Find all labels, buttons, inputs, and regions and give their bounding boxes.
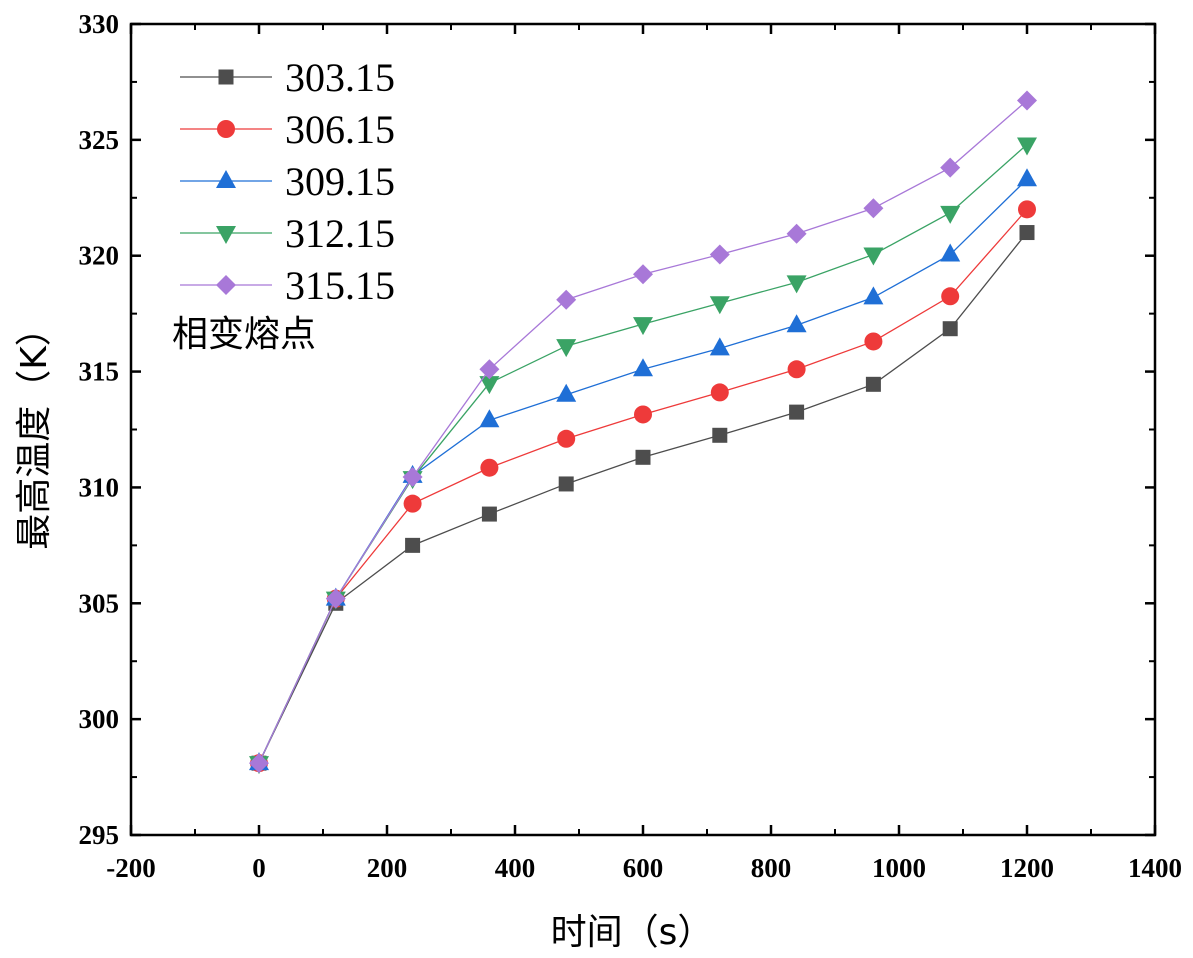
series-layer bbox=[249, 90, 1037, 775]
x-tick-label: 200 bbox=[367, 853, 408, 883]
legend-item-306.15: 306.15 bbox=[180, 107, 395, 152]
data-point-309.15 bbox=[709, 337, 730, 356]
data-point-312.15 bbox=[1017, 137, 1037, 156]
data-point-315.15 bbox=[633, 264, 653, 285]
axis-ticks: -200 0 200 400 600 800 1000 1200 1400 295 300 305 31… bbox=[79, 9, 1183, 883]
data-point-315.15 bbox=[325, 588, 346, 609]
data-point-312.15 bbox=[709, 296, 730, 315]
data-point-315.15 bbox=[402, 467, 423, 488]
data-point-303.15 bbox=[558, 476, 574, 492]
data-point-315.15 bbox=[786, 223, 807, 244]
x-tick-label: 600 bbox=[623, 853, 664, 883]
data-point-303.15 bbox=[1019, 225, 1035, 241]
legend-label: 312.15 bbox=[285, 211, 395, 256]
data-point-303.15 bbox=[481, 506, 497, 522]
x-tick-label: 400 bbox=[495, 853, 536, 883]
legend-marker bbox=[216, 170, 236, 188]
legend-label: 306.15 bbox=[285, 107, 395, 152]
x-axis-title: 时间（s） bbox=[551, 912, 714, 953]
data-point-303.15 bbox=[789, 404, 805, 420]
data-point-315.15 bbox=[863, 198, 884, 219]
data-point-306.15 bbox=[557, 429, 576, 448]
data-point-312.15 bbox=[940, 205, 961, 224]
series-line-303.15 bbox=[258, 232, 1028, 764]
legend-item-315.15: 315.15 bbox=[180, 263, 395, 308]
data-point-312.15 bbox=[863, 247, 884, 266]
data-point-306.15 bbox=[634, 405, 652, 424]
y-tick-label: 310 bbox=[79, 472, 120, 502]
data-point-303.15 bbox=[635, 449, 651, 465]
y-tick-label: 315 bbox=[79, 357, 120, 387]
data-point-309.15 bbox=[786, 314, 807, 333]
data-point-315.15 bbox=[940, 157, 961, 178]
legend-item-309.15: 309.15 bbox=[180, 159, 395, 204]
legend-marker bbox=[218, 69, 234, 85]
x-tick-label: 0 bbox=[252, 853, 266, 883]
data-point-306.15 bbox=[941, 287, 960, 306]
data-point-312.15 bbox=[479, 376, 500, 395]
data-point-312.15 bbox=[556, 339, 577, 358]
data-point-312.15 bbox=[786, 275, 807, 294]
y-axis-title: 最高温度（K） bbox=[14, 310, 55, 550]
legend: 303.15 306.15 309.15 312.15 315.15 相变熔点 bbox=[172, 55, 395, 355]
legend-item-303.15: 303.15 bbox=[180, 55, 395, 100]
data-point-315.15 bbox=[479, 359, 500, 380]
y-tick-label: 295 bbox=[79, 820, 120, 850]
series-315.15 bbox=[249, 90, 1037, 774]
legend-label: 303.15 bbox=[285, 55, 395, 100]
legend-title: 相变熔点 bbox=[172, 314, 316, 355]
legend-label: 315.15 bbox=[285, 263, 395, 308]
data-point-306.15 bbox=[864, 332, 883, 351]
data-point-303.15 bbox=[865, 376, 881, 392]
data-point-315.15 bbox=[556, 289, 577, 310]
y-tick-label: 325 bbox=[79, 125, 120, 155]
data-point-315.15 bbox=[709, 244, 730, 265]
x-tick-label: -200 bbox=[106, 853, 156, 883]
data-point-309.15 bbox=[863, 286, 884, 305]
data-point-309.15 bbox=[556, 383, 577, 402]
data-point-309.15 bbox=[633, 358, 653, 377]
x-tick-label: 1000 bbox=[872, 853, 926, 883]
data-point-309.15 bbox=[479, 409, 500, 428]
legend-item-312.15: 312.15 bbox=[180, 211, 395, 256]
y-tick-label: 305 bbox=[79, 588, 120, 618]
legend-marker bbox=[217, 120, 235, 138]
data-point-306.15 bbox=[480, 458, 499, 477]
legend-marker bbox=[216, 226, 236, 244]
data-point-306.15 bbox=[710, 383, 729, 402]
data-point-315.15 bbox=[1017, 90, 1037, 111]
x-tick-label: 1400 bbox=[1128, 853, 1182, 883]
y-tick-label: 300 bbox=[79, 704, 120, 734]
data-point-309.15 bbox=[940, 243, 961, 262]
data-point-312.15 bbox=[633, 317, 653, 336]
y-tick-label: 330 bbox=[79, 9, 120, 39]
series-309.15 bbox=[249, 168, 1037, 771]
data-point-303.15 bbox=[942, 321, 958, 337]
data-point-303.15 bbox=[712, 427, 728, 443]
data-point-306.15 bbox=[787, 360, 806, 379]
data-point-309.15 bbox=[1017, 168, 1037, 187]
data-point-306.15 bbox=[403, 494, 422, 513]
legend-label: 309.15 bbox=[285, 159, 395, 204]
x-tick-label: 1200 bbox=[1000, 853, 1054, 883]
x-tick-label: 800 bbox=[751, 853, 792, 883]
data-point-315.15 bbox=[249, 753, 269, 774]
y-tick-label: 320 bbox=[79, 241, 120, 271]
legend-marker bbox=[216, 275, 236, 295]
data-point-303.15 bbox=[405, 537, 421, 553]
data-point-306.15 bbox=[1018, 200, 1036, 219]
